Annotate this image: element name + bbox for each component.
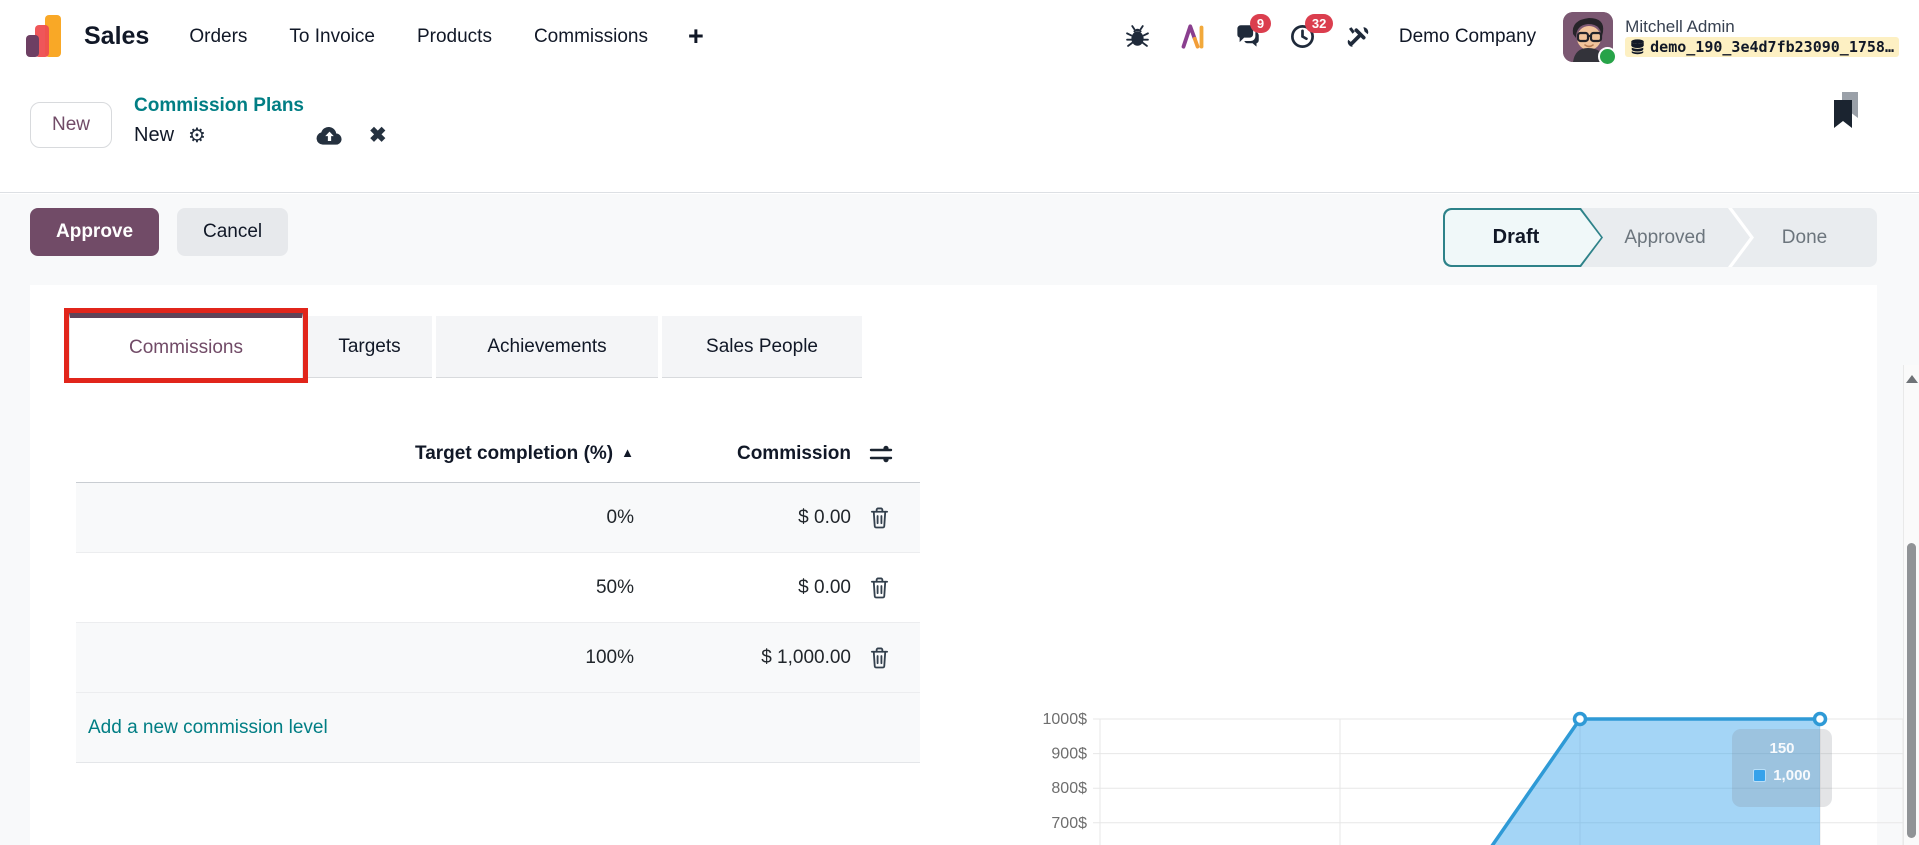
status-approved[interactable]: Approved [1580,208,1750,267]
user-name: Mitchell Admin [1625,16,1735,36]
logo-bar-orange [45,14,61,57]
app-title[interactable]: Sales [84,22,150,50]
table-row[interactable]: 50% $ 0.00 [76,553,920,623]
form-view-region: Approve Cancel Draft Approved Done Commiss… [0,194,1919,845]
activities-clock-icon[interactable]: 32 [1289,13,1334,51]
statusbar: Draft Approved Done [1443,208,1877,267]
logo-bar-purple [26,34,39,57]
database-badge: demo_190_3e4d7fb23090_1758… [1625,37,1899,58]
y-tick-label: 700$ [1051,815,1087,832]
chart-line [1490,717,1820,845]
top-nav-bar: Sales Orders To Invoice Products Commission… [0,0,1919,73]
scrollbar-thumb[interactable] [1907,543,1916,838]
nav-item-orders[interactable]: Orders [189,25,248,47]
breadcrumb: Commission Plans New ⚙ ✖ [134,95,387,148]
status-label: Draft [1445,210,1601,265]
commission-chart: 0$100$200$300$400$500$600$700$800$900$10… [1015,705,1919,845]
ai-icon[interactable] [1179,23,1207,51]
cell-target-completion[interactable]: 0% [606,506,634,528]
database-icon [1630,39,1645,56]
table-row[interactable]: 0% $ 0.00 [76,483,920,553]
messages-count-badge: 9 [1249,13,1272,34]
form-sheet: Commissions Targets Achievements Sales Peop… [30,285,1904,845]
y-tick-label: 900$ [1051,746,1087,763]
bug-icon[interactable] [1124,23,1152,51]
chart-area-fill [1492,719,1820,845]
table-header-row: Target completion (%) ▲ Commission [76,425,920,483]
y-tick-label: 800$ [1051,780,1087,797]
user-menu[interactable]: Mitchell Admin demo_190_3e4d7fb23090_175… [1563,11,1899,66]
chart-data-point[interactable] [1572,711,1588,727]
cell-commission[interactable]: $ 0.00 [798,506,851,528]
delete-row-trash-icon[interactable] [869,506,890,529]
discard-icon[interactable]: ✖ [368,124,387,147]
company-switcher[interactable]: Demo Company [1398,25,1537,47]
column-header-commission[interactable]: Commission [736,442,851,464]
column-header-target[interactable]: Target completion (%) ▲ [415,442,634,464]
add-commission-level-link[interactable]: Add a new commission level [88,716,328,738]
tab-achievements[interactable]: Achievements [436,316,658,378]
cancel-button[interactable]: Cancel [177,208,289,256]
status-draft[interactable]: Draft [1443,208,1603,267]
gear-icon[interactable]: ⚙ [188,125,206,147]
tab-sales-people[interactable]: Sales People [662,316,862,378]
bookmark-icon[interactable] [1826,90,1864,135]
optional-columns-icon[interactable] [869,443,893,465]
online-status-dot [1598,46,1618,66]
commission-levels-table: Target completion (%) ▲ Commission 0% $ 0.… [76,425,920,763]
vertical-scrollbar[interactable] [1903,365,1919,845]
delete-row-trash-icon[interactable] [869,576,890,599]
cell-target-completion[interactable]: 50% [595,576,634,598]
chart-data-point[interactable] [1812,711,1828,727]
y-tick-label: 1000$ [1043,711,1088,728]
cell-commission[interactable]: $ 0.00 [798,576,851,598]
delete-row-trash-icon[interactable] [869,646,890,669]
approve-button[interactable]: Approve [30,208,160,256]
breadcrumb-current: New [134,124,175,146]
sales-app-icon[interactable] [26,14,68,59]
new-record-button[interactable]: New [30,102,113,148]
tools-icon[interactable] [1344,23,1372,51]
save-cloud-icon[interactable] [316,125,343,146]
avatar[interactable] [1563,11,1618,66]
cell-target-completion[interactable]: 100% [585,646,634,668]
tab-targets[interactable]: Targets [307,316,432,378]
table-row[interactable]: 100% $ 1,000.00 [76,623,920,693]
sort-asc-icon: ▲ [621,444,634,460]
status-done[interactable]: Done [1732,208,1877,267]
nav-item-to-invoice[interactable]: To Invoice [289,25,375,47]
database-name: demo_190_3e4d7fb23090_1758… [1650,38,1894,57]
activities-count-badge: 32 [1304,13,1334,34]
tab-commissions[interactable]: Commissions [69,313,303,378]
messages-icon[interactable]: 9 [1234,13,1272,51]
plus-icon[interactable]: + [687,21,704,51]
commission-chart-canvas: 0$100$200$300$400$500$600$700$800$900$10… [1043,711,1904,845]
cell-commission[interactable]: $ 1,000.00 [761,646,851,668]
add-line-row: Add a new commission level [76,693,920,763]
scrollbar-up-arrow[interactable] [1906,375,1918,383]
breadcrumb-parent-link[interactable]: Commission Plans [134,95,304,116]
breadcrumb-bar: New Commission Plans New ⚙ ✖ [0,73,1919,193]
nav-item-commissions[interactable]: Commissions [533,25,648,47]
nav-item-products[interactable]: Products [416,25,492,47]
